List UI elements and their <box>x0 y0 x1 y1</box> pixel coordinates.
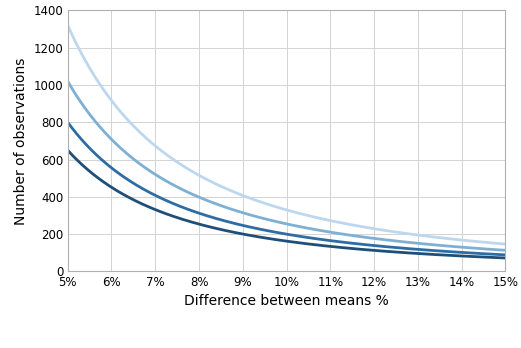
0.8 <box>380 228 387 232</box>
0.5 <box>383 249 389 253</box>
0.8 <box>207 179 214 183</box>
0.7 <box>207 200 214 204</box>
Y-axis label: Number of observations: Number of observations <box>14 57 28 224</box>
0.5 <box>238 232 244 236</box>
0.6 <box>238 223 244 227</box>
0.5 <box>340 246 346 250</box>
0.7 <box>65 79 71 84</box>
0.5 <box>502 256 508 260</box>
0.8 <box>117 110 123 114</box>
0.5 <box>65 148 71 152</box>
0.6 <box>65 120 71 124</box>
0.7 <box>340 232 346 236</box>
0.7 <box>117 146 123 150</box>
0.6 <box>502 253 508 257</box>
Line: 0.5: 0.5 <box>68 150 505 258</box>
0.5 <box>380 249 387 253</box>
0.8 <box>238 193 244 197</box>
0.7 <box>238 210 244 214</box>
X-axis label: Difference between means %: Difference between means % <box>184 294 389 308</box>
0.8 <box>383 229 389 233</box>
Line: 0.8: 0.8 <box>68 25 505 244</box>
0.7 <box>383 238 389 242</box>
0.8 <box>502 242 508 246</box>
0.6 <box>383 245 389 249</box>
0.6 <box>380 244 387 248</box>
0.7 <box>502 248 508 252</box>
0.8 <box>340 221 346 225</box>
0.6 <box>207 215 214 219</box>
0.7 <box>380 237 387 242</box>
0.5 <box>207 225 214 229</box>
0.5 <box>117 191 123 195</box>
Line: 0.6: 0.6 <box>68 122 505 255</box>
0.6 <box>340 240 346 244</box>
Line: 0.7: 0.7 <box>68 81 505 250</box>
0.6 <box>117 173 123 177</box>
0.8 <box>65 23 71 27</box>
